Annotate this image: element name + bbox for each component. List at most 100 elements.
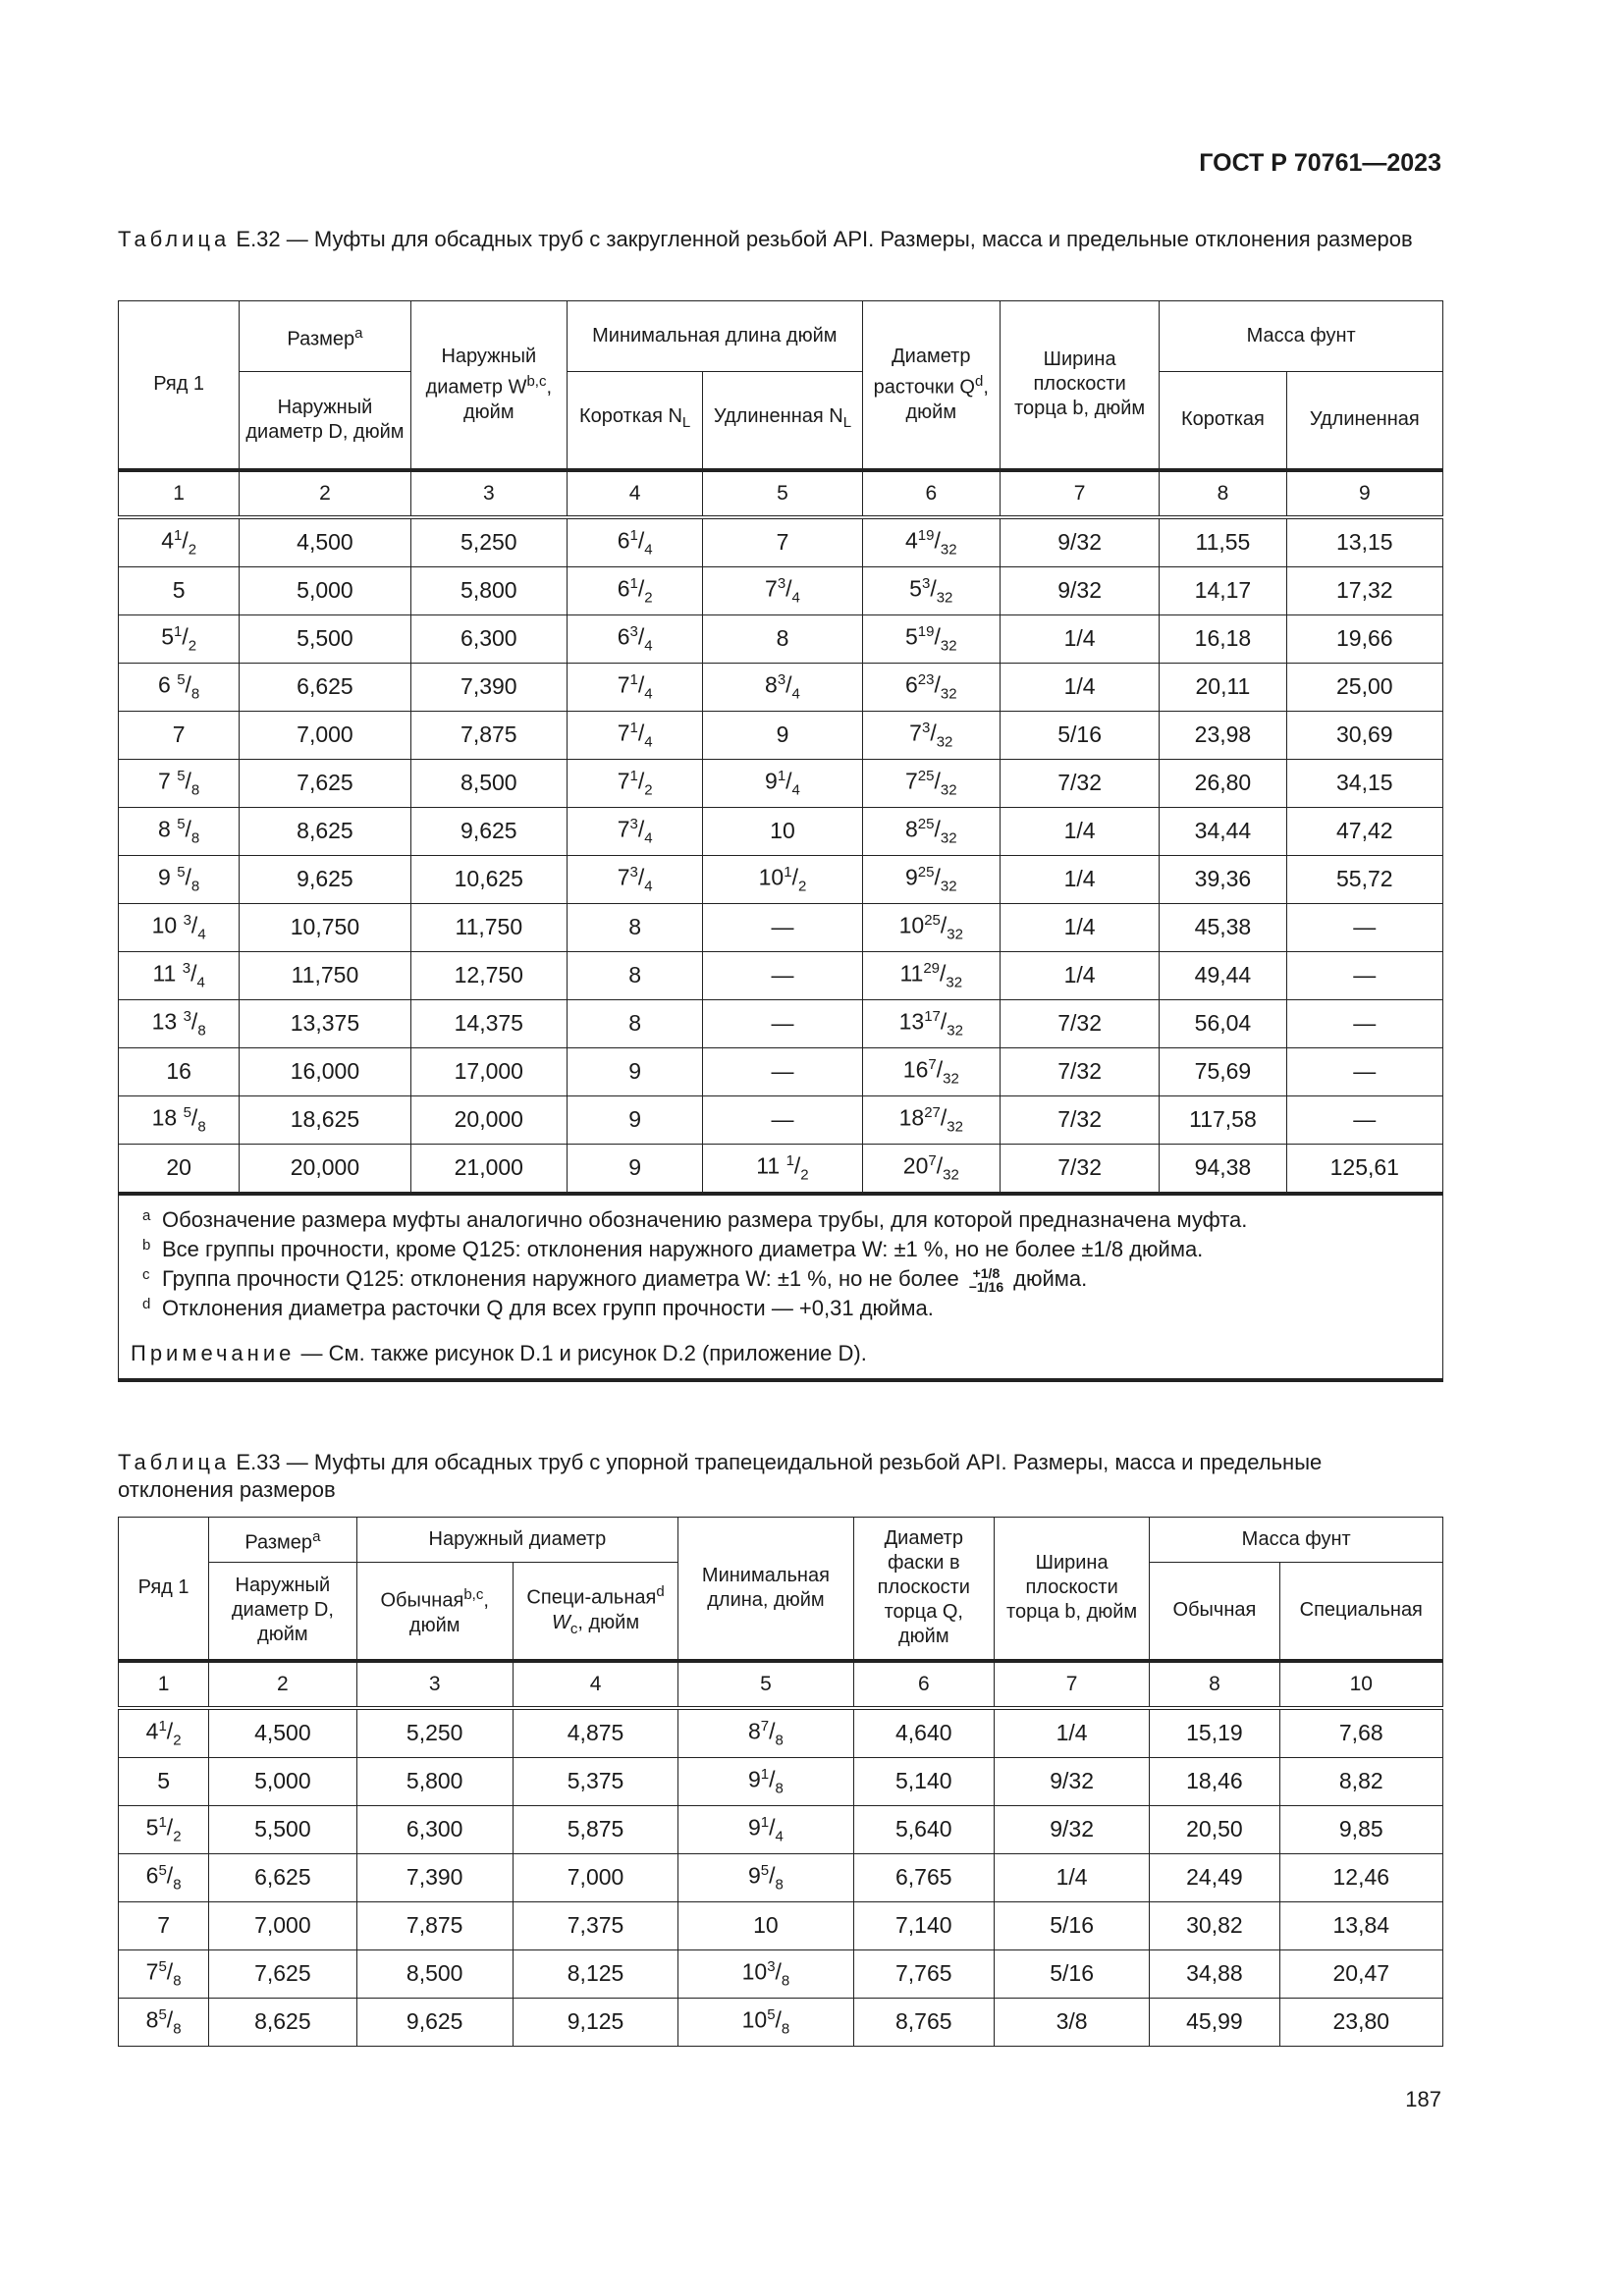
footnote-b: b Все группы прочности, кроме Q125: откло…	[142, 1236, 1204, 1261]
footnotes: a Обозначение размера муфты аналогично об…	[118, 1191, 1443, 1382]
footnote-a: a Обозначение размера муфты аналогично об…	[142, 1206, 1248, 1232]
table-cell: 8,500	[355, 1949, 514, 1999]
table-cell: 24,49	[1149, 1852, 1280, 1902]
table-cell: 5,640	[852, 1804, 995, 1854]
table-cell: 9,625	[409, 806, 568, 856]
table-cell: 13,375	[239, 998, 411, 1048]
table-cell: 7	[117, 710, 241, 760]
table-cell: 55,72	[1285, 854, 1444, 904]
header-row: Ряд 1	[117, 1517, 210, 1661]
table-cell: 6,300	[355, 1804, 514, 1854]
table-cell: 47,42	[1285, 806, 1444, 856]
table-cell: 9/32	[993, 1804, 1151, 1854]
table-cell: 10	[702, 806, 863, 856]
table-cell: 167/32	[861, 1046, 1001, 1096]
table-cell: 34,88	[1149, 1949, 1280, 1999]
footnote-d: d Отклонения диаметра расточки Q для всех…	[142, 1295, 934, 1320]
table-cell: 9/32	[999, 514, 1161, 567]
table-cell: 11,750	[409, 902, 568, 952]
table-cell: 5,000	[239, 565, 411, 615]
column-number: 6	[861, 467, 1001, 517]
table-cell: 45,99	[1149, 1997, 1280, 2047]
table-cell: 16,18	[1159, 614, 1287, 664]
table-32-caption: Таблица Е.32 — Муфты для обсадных труб с…	[118, 226, 1443, 253]
table-cell: 7/32	[999, 1046, 1161, 1096]
table-cell: 71/4	[566, 662, 704, 712]
table-row: 5 5,000 5,800 5,375 91/8 5,140 9/32 18,46 8,82	[117, 1756, 1444, 1806]
header-size-d: Наружный диаметр D, дюйм	[239, 371, 411, 470]
table-cell: 10,625	[409, 854, 568, 904]
table-cell: 6 5/8	[117, 662, 241, 712]
table-cell: 4,500	[208, 1705, 357, 1758]
header-row: Ряд 1	[117, 300, 241, 470]
table-row: 5 5,000 5,800 61/2 73/4 53/32 9/32 14,17 17,32	[117, 565, 1444, 615]
column-number: 3	[409, 467, 568, 517]
table-cell: 9,625	[355, 1997, 514, 2047]
table-cell: 7/32	[999, 998, 1161, 1048]
header-special: Специ-альнаяd Wc, дюйм	[512, 1562, 679, 1661]
table-cell: 925/32	[861, 854, 1001, 904]
table-cell: 519/32	[861, 614, 1001, 664]
header-long: Удлиненная NL	[702, 371, 863, 470]
table-cell: 7,140	[852, 1900, 995, 1950]
table-cell: 1/4	[993, 1705, 1151, 1758]
table-row: 51/2 5,500 6,300 5,875 91/4 5,640 9/32 20,50 9,8…	[117, 1804, 1444, 1854]
table-cell: 11,55	[1159, 514, 1287, 567]
table-cell: 25,00	[1285, 662, 1444, 712]
header-mass: Масса фунт	[1149, 1517, 1443, 1563]
table-cell: —	[702, 998, 863, 1048]
table-cell: 9,85	[1278, 1804, 1444, 1854]
table-cell: 5,140	[852, 1756, 995, 1806]
table-cell: —	[1285, 1046, 1444, 1096]
table-cell: 825/32	[861, 806, 1001, 856]
table-cell: 71/4	[566, 710, 704, 760]
table-cell: 45,38	[1159, 902, 1287, 952]
table-cell: 26,80	[1159, 758, 1287, 808]
table-cell: 91/4	[677, 1804, 854, 1854]
table-cell: 117,58	[1159, 1095, 1287, 1145]
table-cell: 5,875	[512, 1804, 679, 1854]
table-cell: 51/2	[117, 614, 241, 664]
table-cell: 8,625	[208, 1997, 357, 2047]
table-label: Таблица	[118, 227, 231, 251]
table-cell: 103/8	[677, 1949, 854, 1999]
table-cell: 41/2	[117, 1705, 210, 1758]
table-cell: 7 5/8	[117, 758, 241, 808]
header-min-length: Минимальная длина, дюйм	[677, 1517, 854, 1661]
footnote-c: c Группа прочности Q125: отклонения наруж…	[142, 1264, 1088, 1295]
table-cell: 7,000	[512, 1852, 679, 1902]
table-cell: 71/2	[566, 758, 704, 808]
table-cell: 13 3/8	[117, 998, 241, 1048]
table-cell: 15,19	[1149, 1705, 1280, 1758]
header-chamfer: Диаметр фаски в плоскости торца Q, дюйм	[852, 1517, 995, 1661]
table-cell: 5/16	[999, 710, 1161, 760]
table-cell: 95/8	[677, 1852, 854, 1902]
table-cell: 7/32	[999, 758, 1161, 808]
table-cell: —	[702, 1046, 863, 1096]
header-face-width: Ширина плоскости торца b, дюйм	[993, 1517, 1151, 1661]
table-cell: 7,68	[1278, 1705, 1444, 1758]
table-cell: 10,750	[239, 902, 411, 952]
column-number: 6	[852, 1658, 995, 1708]
table-cell: 20	[117, 1143, 241, 1194]
table-cell: 8,625	[239, 806, 411, 856]
table-cell: 34,15	[1285, 758, 1444, 808]
table-row: 11 3/4 11,750 12,750 8—1129/32 1/4 49,44—	[117, 950, 1444, 1000]
table-cell: 61/4	[566, 514, 704, 567]
table-cell: 7,000	[208, 1900, 357, 1950]
table-cell: 6,625	[239, 662, 411, 712]
table-cell: 8 5/8	[117, 806, 241, 856]
table-title: Е.33 — Муфты для обсадных труб с упорной…	[118, 1450, 1323, 1502]
table-cell: 51/2	[117, 1804, 210, 1854]
table-cell: 7/32	[999, 1143, 1161, 1194]
table-cell: 7,875	[409, 710, 568, 760]
table-cell: 1/4	[999, 662, 1161, 712]
column-number: 2	[239, 467, 411, 517]
table-cell: —	[702, 1095, 863, 1145]
table-33-caption: Таблица Е.33 — Муфты для обсадных труб с…	[118, 1449, 1443, 1504]
table-title: Е.32 — Муфты для обсадных труб с закругл…	[236, 227, 1413, 251]
table-cell: 6,625	[208, 1852, 357, 1902]
table-cell: 75,69	[1159, 1046, 1287, 1096]
table-cell: 5	[117, 565, 241, 615]
